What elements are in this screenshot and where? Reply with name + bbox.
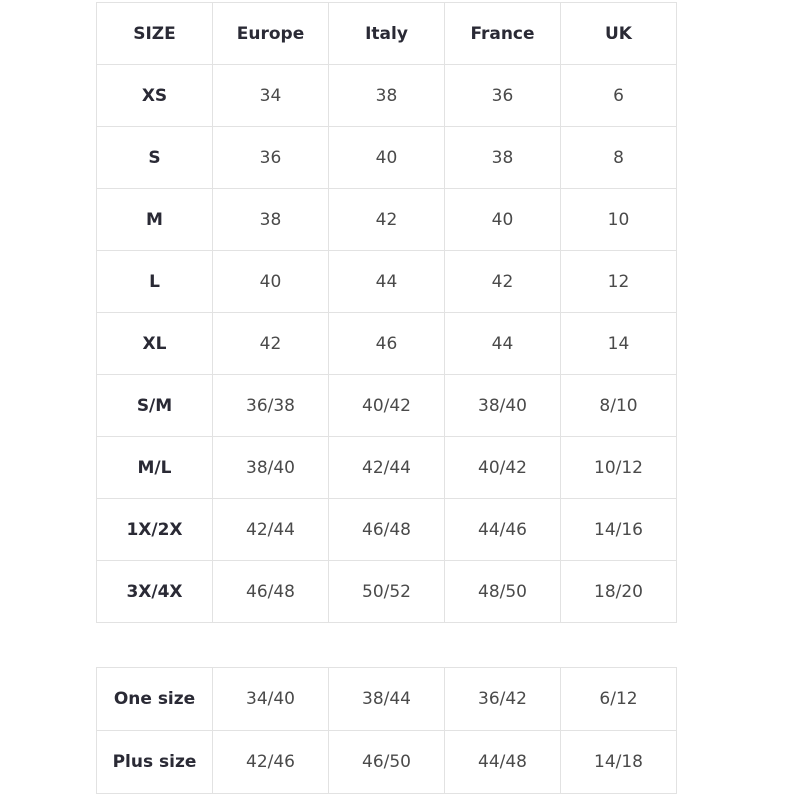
size-label-cell: 3X/4X [96,560,213,623]
size-value-cell: 46/50 [328,730,445,794]
size-label-cell: S [96,126,213,189]
size-value-cell: 42/44 [212,498,329,561]
column-header: Europe [212,2,329,65]
size-value-cell: 42/44 [328,436,445,499]
size-value-cell: 14 [560,312,677,375]
column-header: Italy [328,2,445,65]
size-value-cell: 38 [212,188,329,251]
size-value-cell: 10/12 [560,436,677,499]
size-value-cell: 40 [328,126,445,189]
size-value-cell: 36 [444,64,561,127]
size-label-cell: M/L [96,436,213,499]
size-value-cell: 14/16 [560,498,677,561]
size-value-cell: 42 [212,312,329,375]
size-value-cell: 8/10 [560,374,677,437]
size-value-cell: 14/18 [560,730,677,794]
size-value-cell: 40/42 [444,436,561,499]
size-value-cell: 38 [328,64,445,127]
size-label-cell: One size [96,667,213,731]
size-value-cell: 40 [444,188,561,251]
size-label-cell: L [96,250,213,313]
size-value-cell: 46 [328,312,445,375]
size-value-cell: 12 [560,250,677,313]
size-value-cell: 44/46 [444,498,561,561]
size-value-cell: 6/12 [560,667,677,731]
table-row: 1X/2X 42/44 46/48 44/46 14/16 [96,498,677,561]
size-value-cell: 40/42 [328,374,445,437]
size-value-cell: 38/44 [328,667,445,731]
table-row: S 36 40 38 8 [96,126,677,189]
size-value-cell: 48/50 [444,560,561,623]
size-value-cell: 10 [560,188,677,251]
column-header: SIZE [96,2,213,65]
size-value-cell: 18/20 [560,560,677,623]
table-row: XL 42 46 44 14 [96,312,677,375]
table-row: M/L 38/40 42/44 40/42 10/12 [96,436,677,499]
size-value-cell: 42 [444,250,561,313]
size-value-cell: 44 [444,312,561,375]
column-header: France [444,2,561,65]
table-row: XS 34 38 36 6 [96,64,677,127]
size-value-cell: 40 [212,250,329,313]
size-value-cell: 42/46 [212,730,329,794]
column-header: UK [560,2,677,65]
size-value-cell: 44 [328,250,445,313]
size-value-cell: 38/40 [212,436,329,499]
size-value-cell: 6 [560,64,677,127]
table-header-row: SIZE Europe Italy France UK [96,2,677,65]
table-row: Plus size 42/46 46/50 44/48 14/18 [96,730,677,794]
size-label-cell: XL [96,312,213,375]
size-label-cell: XS [96,64,213,127]
size-value-cell: 36 [212,126,329,189]
table-row: L 40 44 42 12 [96,250,677,313]
size-value-cell: 8 [560,126,677,189]
size-value-cell: 36/42 [444,667,561,731]
table-row: One size 34/40 38/44 36/42 6/12 [96,667,677,731]
table-row: S/M 36/38 40/42 38/40 8/10 [96,374,677,437]
size-label-cell: Plus size [96,730,213,794]
size-label-cell: S/M [96,374,213,437]
table-row: M 38 42 40 10 [96,188,677,251]
size-value-cell: 36/38 [212,374,329,437]
size-value-cell: 46/48 [212,560,329,623]
table-row: 3X/4X 46/48 50/52 48/50 18/20 [96,560,677,623]
size-label-cell: M [96,188,213,251]
one-plus-size-table: One size 34/40 38/44 36/42 6/12 Plus size 42/4… [96,667,677,794]
size-value-cell: 38 [444,126,561,189]
size-value-cell: 42 [328,188,445,251]
size-value-cell: 34 [212,64,329,127]
size-conversion-table: SIZE Europe Italy France UK XS 34 38 36 6 S 36 40 38 8… [96,2,677,623]
size-value-cell: 44/48 [444,730,561,794]
size-value-cell: 38/40 [444,374,561,437]
size-value-cell: 46/48 [328,498,445,561]
size-value-cell: 34/40 [212,667,329,731]
size-label-cell: 1X/2X [96,498,213,561]
size-value-cell: 50/52 [328,560,445,623]
